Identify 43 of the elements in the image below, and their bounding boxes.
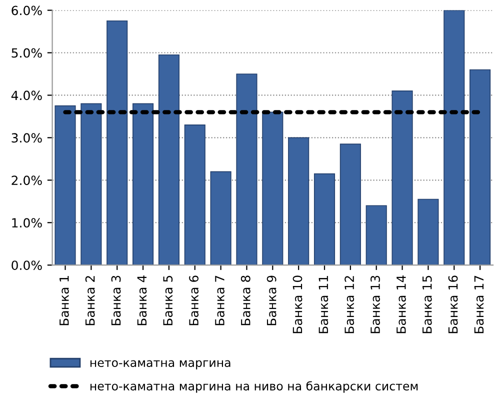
bar xyxy=(184,124,206,266)
bar xyxy=(444,10,465,266)
y-tick-label: 1.0% xyxy=(12,218,42,228)
x-tick-label: Банка 3 xyxy=(111,276,121,326)
x-tick-label: Банка 15 xyxy=(422,276,432,334)
x-tick-label: Банка 11 xyxy=(318,276,328,334)
bar xyxy=(418,198,439,266)
bar xyxy=(106,20,128,266)
x-tick-label: Банка 1 xyxy=(60,276,69,326)
y-tick-label: 5.0% xyxy=(12,48,42,58)
x-tick-label: Банка 2 xyxy=(85,276,95,326)
bar xyxy=(80,103,102,266)
x-tick-label: Банка 13 xyxy=(370,276,380,334)
bar xyxy=(236,74,258,266)
bar xyxy=(470,69,491,266)
bar xyxy=(366,205,387,266)
y-tick-label: 6.0% xyxy=(12,6,42,16)
legend-label: нето-каматна маргина xyxy=(90,360,230,370)
x-tick-label: Банка 5 xyxy=(163,276,173,326)
bar xyxy=(288,137,310,266)
legend-label: нето-каматна маргина на ниво на банкарски систем xyxy=(90,381,418,393)
bar xyxy=(392,90,413,266)
x-tick-label: Банка 7 xyxy=(215,276,224,326)
bar xyxy=(54,105,76,266)
bar xyxy=(132,103,154,266)
x-tick-label: Банка 17 xyxy=(474,276,484,334)
y-tick-label: 2.0% xyxy=(12,176,42,186)
x-tick-label: Банка 8 xyxy=(240,276,250,326)
x-tick-label: Банка 12 xyxy=(344,276,354,334)
y-tick-label: 0.0% xyxy=(12,260,42,270)
x-tick-label: Банка 16 xyxy=(448,276,458,334)
y-tick-label: 3.0% xyxy=(12,133,42,143)
x-tick-label: Банка 6 xyxy=(189,276,199,326)
x-tick-label: Банка 10 xyxy=(292,276,302,334)
y-tick-label: 4.0% xyxy=(11,90,42,100)
x-tick-label: Банка 9 xyxy=(266,276,276,326)
bar xyxy=(262,112,284,266)
bar xyxy=(210,171,232,266)
x-tick-label: Банка 4 xyxy=(137,276,147,326)
bar xyxy=(314,173,336,266)
bar xyxy=(158,54,180,266)
bar xyxy=(340,144,361,266)
x-tick-label: Банка 14 xyxy=(396,276,406,334)
